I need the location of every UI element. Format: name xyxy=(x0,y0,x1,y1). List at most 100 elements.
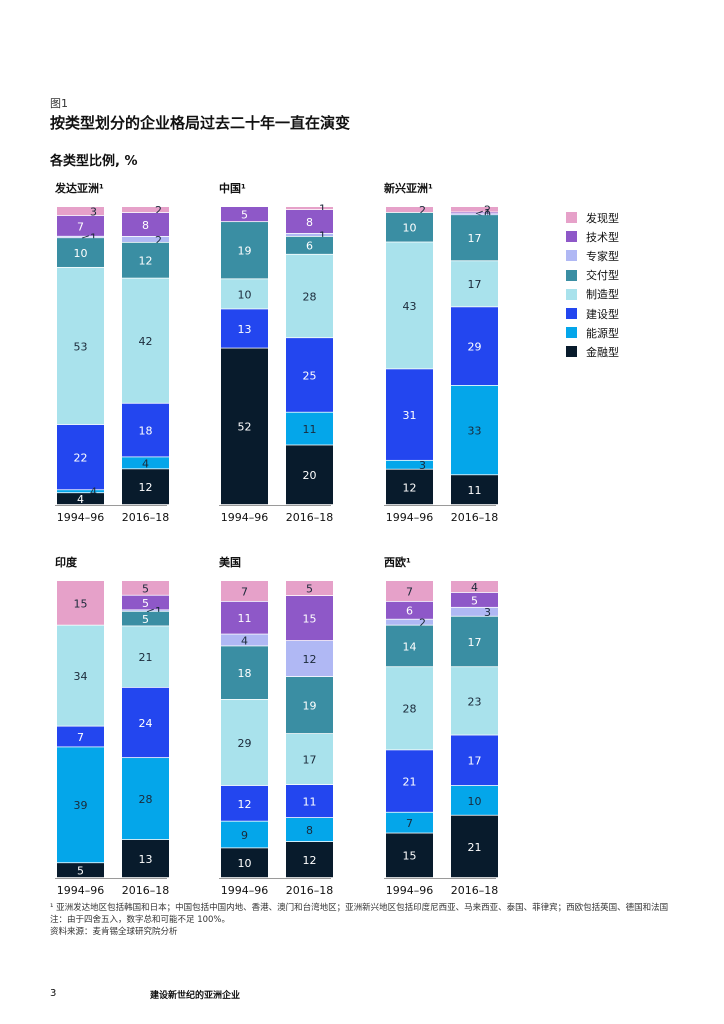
bar-segment xyxy=(386,833,433,878)
data-label: 43 xyxy=(403,300,417,313)
page-number: 3 xyxy=(50,988,57,999)
bar-segment xyxy=(221,699,268,786)
bar-segment xyxy=(451,592,498,607)
data-label: 34 xyxy=(74,670,88,683)
data-label: 4 xyxy=(142,457,149,470)
bar-segment xyxy=(122,212,169,236)
legend-item: 金融型 xyxy=(566,342,619,361)
bar-segment xyxy=(286,734,333,785)
bar-segment xyxy=(286,581,333,596)
bar-segment xyxy=(57,490,104,493)
data-label: 14 xyxy=(403,640,417,653)
running-title: 建设新世纪的亚洲企业 xyxy=(150,991,241,1001)
data-label: 8 xyxy=(306,824,313,837)
data-label: 11 xyxy=(303,796,317,809)
data-label: 1 xyxy=(319,202,326,215)
data-label: 4 xyxy=(77,493,84,506)
bar-segment xyxy=(386,242,433,369)
legend-item: 专家型 xyxy=(566,246,619,265)
bar-segment xyxy=(451,475,498,505)
legend: 发现型 技术型 专家型 交付型 制造型 建设型 能源型 金融型 xyxy=(566,208,619,362)
bar-segment xyxy=(122,403,169,457)
data-label: 25 xyxy=(303,369,317,382)
data-label: 17 xyxy=(468,636,482,649)
bar-segment xyxy=(122,758,169,840)
bar-segment xyxy=(286,233,333,236)
data-label: 5 xyxy=(142,582,149,595)
bar-segment xyxy=(386,601,433,619)
bar-segment xyxy=(57,493,104,505)
legend-label: 发现型 xyxy=(586,211,619,225)
bar-segment xyxy=(221,634,268,646)
bar-segment xyxy=(57,238,104,267)
bar-segment xyxy=(57,207,104,216)
x-tick-label: 1994–96 xyxy=(386,511,434,524)
legend-item: 发现型 xyxy=(566,208,619,227)
bar-segment xyxy=(286,677,333,734)
bar-segment xyxy=(286,412,333,445)
legend-label: 建设型 xyxy=(586,307,619,321)
panel-title: 印度 xyxy=(55,555,78,569)
legend-swatch xyxy=(566,269,577,281)
data-label: 8 xyxy=(142,219,149,232)
bar-segment xyxy=(451,212,498,214)
legend-swatch xyxy=(566,346,577,358)
legend-swatch xyxy=(566,288,577,300)
figure-title: 按类型划分的企业格局过去二十年一直在演变 xyxy=(50,114,351,132)
bar-segment xyxy=(221,601,268,634)
bar-segment xyxy=(386,750,433,812)
bar-segment xyxy=(386,581,433,601)
data-label: 2 xyxy=(155,204,162,217)
bar-segment xyxy=(451,385,498,475)
bar-segment xyxy=(451,616,498,667)
bar-segment xyxy=(286,596,333,641)
bar-segment xyxy=(451,785,498,815)
data-label: 7 xyxy=(406,585,413,598)
data-label: 52 xyxy=(238,421,252,434)
bar-segment xyxy=(221,309,268,348)
bar-segment xyxy=(286,207,333,210)
data-label: 21 xyxy=(403,775,417,788)
x-tick-label: 2016–18 xyxy=(451,884,499,897)
data-label: 15 xyxy=(403,850,417,863)
bar-segment xyxy=(451,735,498,786)
data-label: 8 xyxy=(306,216,313,229)
data-label: 3 xyxy=(419,459,426,472)
data-label: 19 xyxy=(303,700,317,713)
data-label: 18 xyxy=(139,425,153,438)
data-label: 20 xyxy=(303,469,317,482)
data-label: 9 xyxy=(241,829,248,842)
bar-segment xyxy=(57,625,104,726)
data-label: 10 xyxy=(468,795,482,808)
bar-segment xyxy=(386,460,433,469)
bar-segment xyxy=(386,469,433,505)
bar-segment xyxy=(286,842,333,878)
data-label: 6 xyxy=(306,240,313,253)
legend-item: 技术型 xyxy=(566,227,619,246)
data-label: 7 xyxy=(77,220,84,233)
x-tick-label: 2016–18 xyxy=(286,511,334,524)
figure-label: 图1 xyxy=(50,97,68,110)
bar-segment xyxy=(122,687,169,758)
panel-title: 美国 xyxy=(219,555,241,569)
data-label: 0 xyxy=(484,208,491,221)
bar-segment xyxy=(286,209,333,234)
bar-segment xyxy=(122,610,169,612)
data-label: 21 xyxy=(139,651,153,664)
bar-segment xyxy=(286,641,333,677)
bar-segment xyxy=(386,812,433,833)
data-label: 17 xyxy=(468,278,482,291)
bar-segment xyxy=(286,338,333,412)
bar-segment xyxy=(451,307,498,385)
bar-segment xyxy=(451,261,498,307)
x-tick-label: 2016–18 xyxy=(286,884,334,897)
data-label: 11 xyxy=(238,612,252,625)
bar-segment xyxy=(221,848,268,878)
stacked-bar-charts: 发达亚洲¹37<1105322441994–962821242184122016… xyxy=(54,181,499,897)
bar-segment xyxy=(122,469,169,505)
footnotes: ¹ 亚洲发达地区包括韩国和日本；中国包括中国内地、香港、澳门和台湾地区；亚洲新兴… xyxy=(50,902,670,938)
x-tick-label: 1994–96 xyxy=(386,884,434,897)
bar-segment xyxy=(386,619,433,625)
data-label: 13 xyxy=(139,853,153,866)
bar-segment xyxy=(122,839,169,878)
